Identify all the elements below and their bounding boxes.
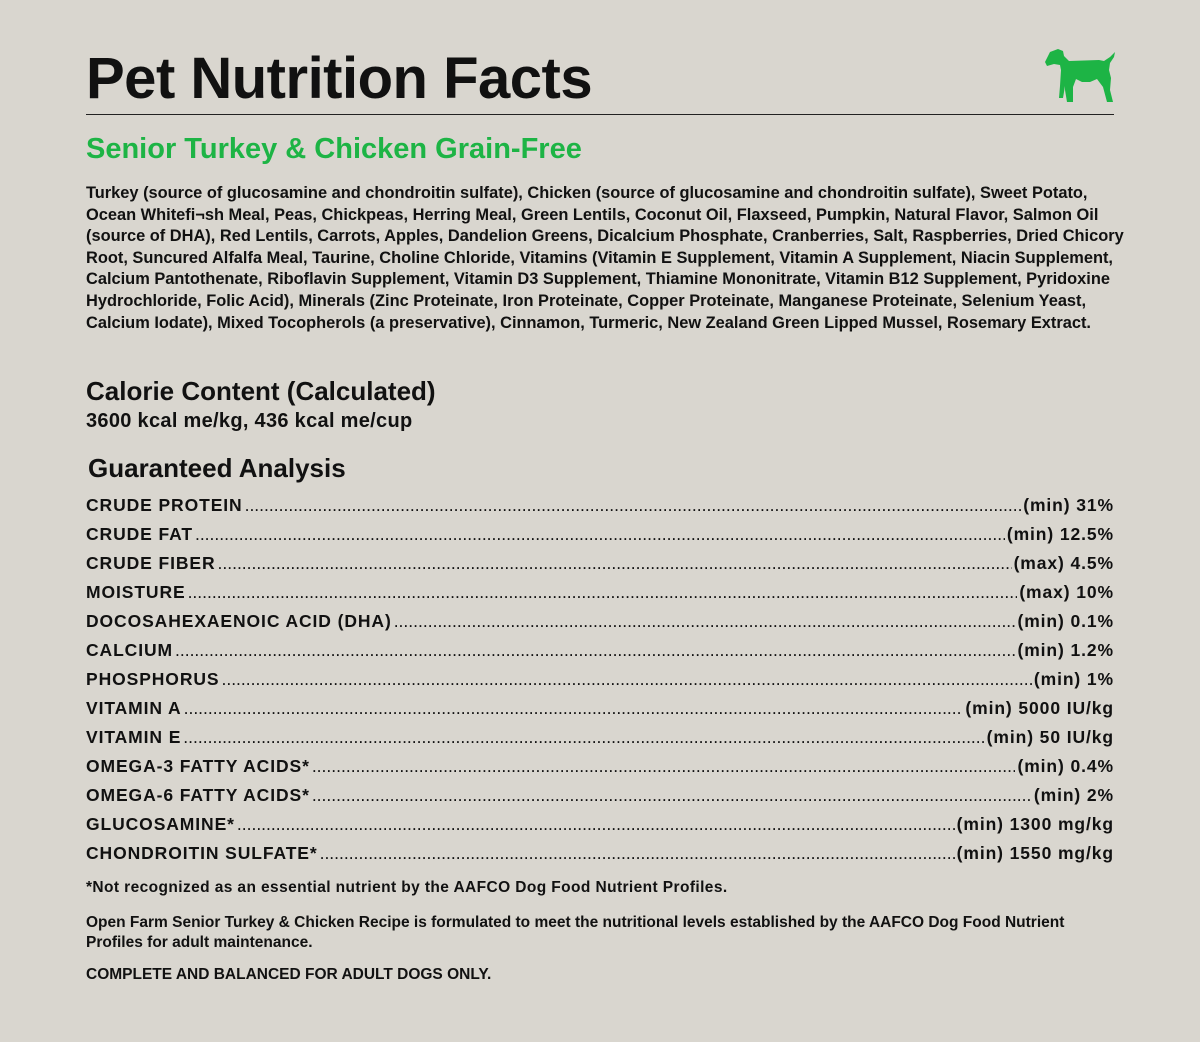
analysis-row-value: (min) 1300 mg/kg bbox=[956, 814, 1114, 834]
analysis-row-name: DOCOSAHEXAENOIC ACID (DHA) bbox=[86, 611, 392, 631]
analysis-row: OMEGA-6 FATTY ACIDS* (min) 2% bbox=[86, 781, 1114, 810]
analysis-row: VITAMIN E (min) 50 IU/kg bbox=[86, 723, 1114, 752]
page-title: Pet Nutrition Facts bbox=[86, 46, 593, 111]
guaranteed-analysis-heading: Guaranteed Analysis bbox=[88, 453, 346, 483]
guaranteed-analysis-list: CRUDE PROTEIN (min) 31% CRUDE FAT (min) 12… bbox=[86, 491, 1114, 868]
analysis-row-name: VITAMIN A bbox=[86, 698, 182, 718]
analysis-row-value: (max) 4.5% bbox=[1013, 553, 1114, 573]
analysis-row-name: CALCIUM bbox=[86, 640, 173, 660]
product-name: Senior Turkey & Chicken Grain-Free bbox=[86, 133, 582, 165]
analysis-row-name: GLUCOSAMINE* bbox=[86, 814, 235, 834]
dot-leader bbox=[237, 810, 955, 839]
analysis-row-name: CRUDE FAT bbox=[86, 524, 193, 544]
analysis-row-value: (min) 1.2% bbox=[1017, 640, 1114, 660]
analysis-row: CRUDE PROTEIN (min) 31% bbox=[86, 491, 1114, 520]
analysis-row-name: CHONDROITIN SULFATE* bbox=[86, 843, 318, 863]
analysis-row-name: CRUDE FIBER bbox=[86, 553, 216, 573]
analysis-row: OMEGA-3 FATTY ACIDS* (min) 0.4% bbox=[86, 752, 1114, 781]
analysis-row-value: (min) 0.4% bbox=[1017, 756, 1114, 776]
analysis-row: CHONDROITIN SULFATE* (min) 1550 mg/kg bbox=[86, 839, 1114, 868]
analysis-row: PHOSPHORUS (min) 1% bbox=[86, 665, 1114, 694]
dot-leader bbox=[175, 636, 1015, 665]
analysis-row-name: CRUDE PROTEIN bbox=[86, 495, 243, 515]
dot-leader bbox=[183, 723, 984, 752]
analysis-row: GLUCOSAMINE* (min) 1300 mg/kg bbox=[86, 810, 1114, 839]
dot-leader bbox=[218, 549, 1012, 578]
analysis-row-name: OMEGA-6 FATTY ACIDS* bbox=[86, 785, 310, 805]
analysis-row: DOCOSAHEXAENOIC ACID (DHA) (min) 0.1% bbox=[86, 607, 1114, 636]
dot-leader bbox=[195, 520, 1005, 549]
ingredients-text: Turkey (source of glucosamine and chondr… bbox=[86, 184, 1124, 332]
analysis-row: VITAMIN A (min) 5000 IU/kg bbox=[86, 694, 1114, 723]
analysis-row-value: (min) 5000 IU/kg bbox=[965, 698, 1114, 718]
dot-leader bbox=[245, 491, 1022, 520]
analysis-row-value: (min) 1550 mg/kg bbox=[956, 843, 1114, 863]
analysis-row: MOISTURE (max) 10% bbox=[86, 578, 1114, 607]
analysis-row-value: (min) 50 IU/kg bbox=[986, 727, 1114, 747]
dot-leader bbox=[320, 839, 955, 868]
title-divider bbox=[86, 114, 1114, 115]
footnote: *Not recognized as an essential nutrient… bbox=[86, 879, 728, 896]
calorie-content-value: 3600 kcal me/kg, 436 kcal me/cup bbox=[86, 410, 413, 432]
dot-leader bbox=[312, 752, 1016, 781]
dog-icon bbox=[1045, 49, 1115, 102]
analysis-row: CRUDE FIBER (max) 4.5% bbox=[86, 549, 1114, 578]
analysis-row-value: (min) 1% bbox=[1033, 669, 1114, 689]
analysis-row: CALCIUM (min) 1.2% bbox=[86, 636, 1114, 665]
analysis-row-value: (max) 10% bbox=[1019, 582, 1114, 602]
complete-balanced-statement: COMPLETE AND BALANCED FOR ADULT DOGS ONL… bbox=[86, 966, 492, 983]
dot-leader bbox=[188, 578, 1018, 607]
analysis-row-value: (min) 0.1% bbox=[1017, 611, 1114, 631]
dot-leader bbox=[184, 694, 964, 723]
analysis-row: CRUDE FAT (min) 12.5% bbox=[86, 520, 1114, 549]
analysis-row-value: (min) 12.5% bbox=[1006, 524, 1114, 544]
analysis-row-name: MOISTURE bbox=[86, 582, 186, 602]
analysis-row-value: (min) 31% bbox=[1023, 495, 1114, 515]
analysis-row-name: OMEGA-3 FATTY ACIDS* bbox=[86, 756, 310, 776]
aafco-statement: Open Farm Senior Turkey & Chicken Recipe… bbox=[86, 914, 1065, 951]
analysis-row-name: PHOSPHORUS bbox=[86, 669, 220, 689]
analysis-row-value: (min) 2% bbox=[1033, 785, 1114, 805]
dot-leader bbox=[221, 665, 1031, 694]
analysis-row-name: VITAMIN E bbox=[86, 727, 182, 747]
dot-leader bbox=[312, 781, 1032, 810]
dot-leader bbox=[394, 607, 1016, 636]
calorie-content-heading: Calorie Content (Calculated) bbox=[86, 376, 436, 406]
